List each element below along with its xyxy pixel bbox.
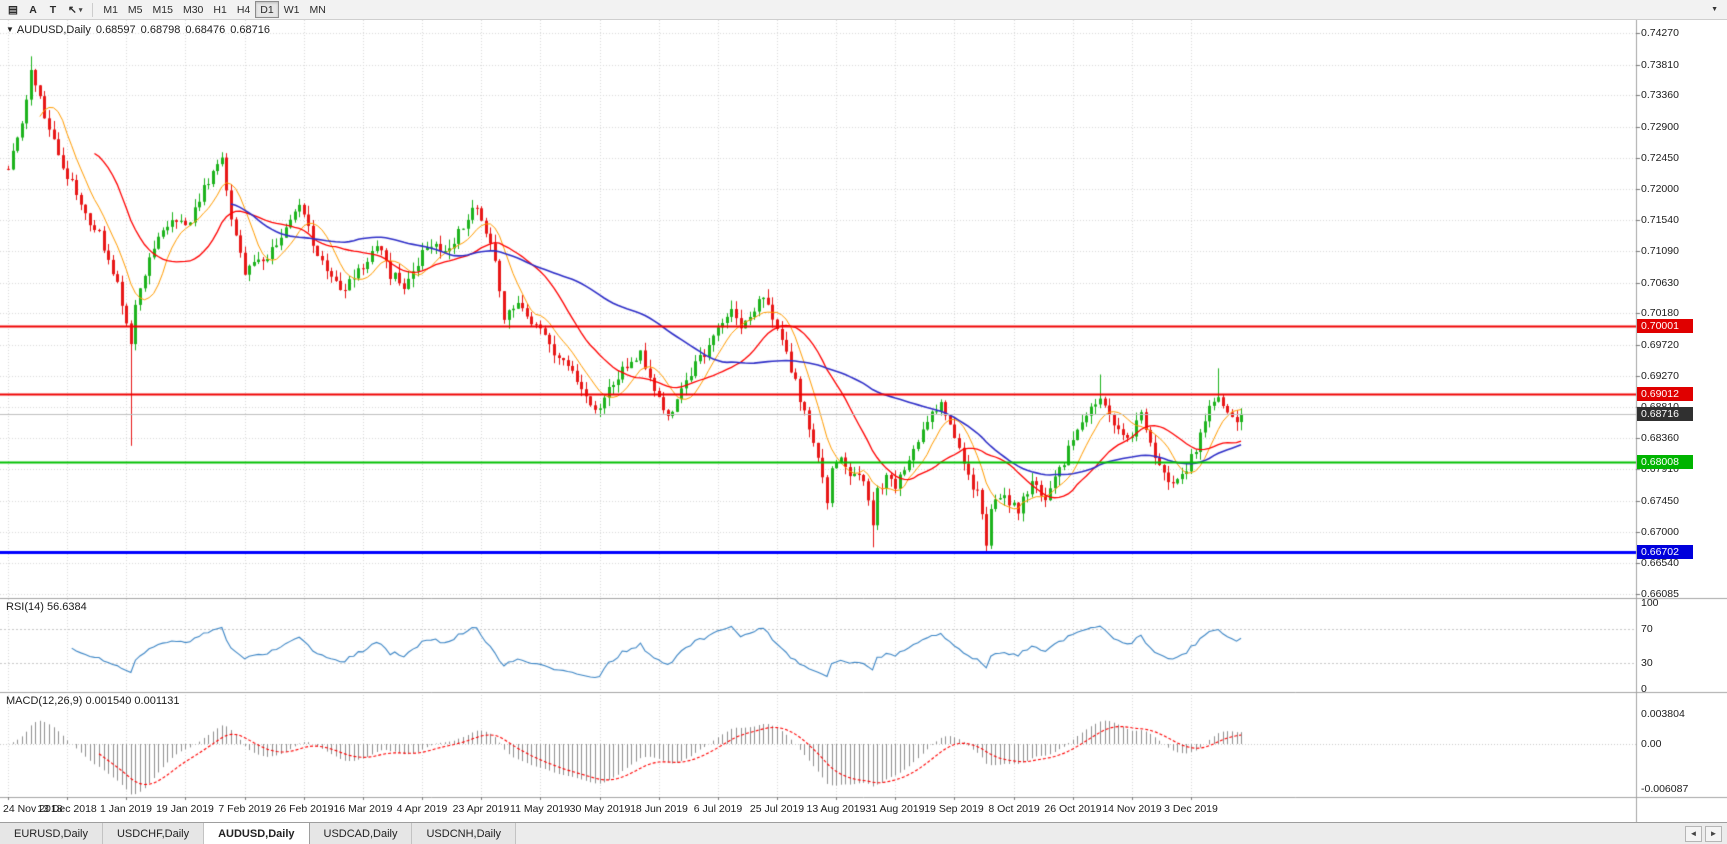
date-axis-label: 26 Feb 2019 <box>274 803 334 815</box>
price-axis-label: 0.66085 <box>1641 588 1679 600</box>
support-line-tag: 0.68008 <box>1637 455 1693 469</box>
chart-tab-audusd[interactable]: AUDUSD,Daily <box>204 823 310 844</box>
macd-axis-label: -0.006087 <box>1641 783 1689 795</box>
timeframe-mn-button[interactable]: MN <box>309 3 326 16</box>
price-chart-canvas[interactable] <box>0 20 1727 822</box>
chart-tab-usdcnh[interactable]: USDCNH,Daily <box>412 823 517 844</box>
date-axis-label: 30 May 2019 <box>569 803 631 815</box>
chart-tab-eurusd[interactable]: EURUSD,Daily <box>0 823 103 844</box>
chart-tab-usdchf[interactable]: USDCHF,Daily <box>102 823 205 844</box>
tab-scroll-right-button[interactable]: ► <box>1705 825 1722 842</box>
rsi-axis-label: 0 <box>1641 683 1647 695</box>
price-axis-label: 0.68360 <box>1641 432 1679 444</box>
date-axis-label: 13 Dec 2018 <box>37 803 97 815</box>
toolbar-separator <box>92 2 94 17</box>
resistance-line-tag-2: 0.69012 <box>1637 387 1693 401</box>
rsi-axis-label: 100 <box>1641 597 1659 609</box>
date-axis-label: 3 Dec 2019 <box>1164 803 1218 815</box>
chart-symbol-period: AUDUSD,Daily <box>16 24 91 36</box>
ohlc-close: 0.68716 <box>230 24 270 36</box>
price-axis-label: 0.67000 <box>1641 526 1679 538</box>
timeframe-d1-button[interactable]: D1 <box>255 1 279 18</box>
cursor-icon: ↖ <box>68 3 77 16</box>
date-axis-label: 13 Aug 2019 <box>806 803 866 815</box>
toolbar-overflow-button[interactable]: ▼ <box>1711 6 1718 13</box>
price-axis-label: 0.70180 <box>1641 307 1679 319</box>
price-axis-label: 0.74270 <box>1641 27 1679 39</box>
price-axis-label: 0.72450 <box>1641 152 1679 164</box>
timeframe-m15-button[interactable]: M15 <box>152 3 173 16</box>
macd-axis-label: 0.003804 <box>1641 708 1685 720</box>
price-axis-label: 0.69720 <box>1641 339 1679 351</box>
rsi-indicator-label: RSI(14) 56.6384 <box>6 601 87 613</box>
date-axis-label: 8 Oct 2019 <box>988 803 1040 815</box>
letter-t-icon: T <box>49 3 57 16</box>
date-axis-label: 18 Jun 2019 <box>630 803 688 815</box>
charts-list-icon: ▤ <box>8 3 18 16</box>
chart-tabs: EURUSD,Daily USDCHF,Daily AUDUSD,Daily USDC… <box>0 823 517 844</box>
date-axis-label: 16 Mar 2019 <box>333 803 393 815</box>
resistance-line-tag-1: 0.70001 <box>1637 319 1693 333</box>
letter-a-icon: A <box>29 3 37 16</box>
timeframe-m5-button[interactable]: M5 <box>127 3 143 16</box>
chart-overlays: ▼ AUDUSD,Daily 0.68597 0.68798 0.68476 0.6871… <box>0 20 1727 822</box>
ohlc-high: 0.68798 <box>140 24 181 36</box>
timeframe-h4-button[interactable]: H4 <box>236 3 251 16</box>
cursor-tool-button[interactable]: ↖ ▾ <box>63 1 87 18</box>
price-axis-label: 0.71540 <box>1641 214 1679 226</box>
dropdown-caret-icon: ▾ <box>78 6 83 14</box>
charts-list-button[interactable]: ▤ <box>3 1 23 18</box>
price-axis-label: 0.70630 <box>1641 277 1679 289</box>
key-low-line-tag: 0.66702 <box>1637 545 1693 559</box>
ohlc-low: 0.68476 <box>185 24 226 36</box>
text-annotation-button[interactable]: A <box>23 1 43 18</box>
chart-window: ▼ AUDUSD,Daily 0.68597 0.68798 0.68476 0.6871… <box>0 20 1727 822</box>
date-axis-label: 11 May 2019 <box>510 803 570 815</box>
price-axis-label: 0.71090 <box>1641 245 1679 257</box>
chart-tabs-bar: EURUSD,Daily USDCHF,Daily AUDUSD,Daily USDC… <box>0 822 1727 844</box>
tab-scroll-group: ◄ ► <box>1685 823 1727 844</box>
timeframe-m1-button[interactable]: M1 <box>103 3 118 16</box>
date-axis-label: 19 Sep 2019 <box>924 803 984 815</box>
ohlc-open: 0.68597 <box>95 24 136 36</box>
date-axis-label: 6 Jul 2019 <box>693 803 743 815</box>
price-axis-label: 0.73360 <box>1641 89 1679 101</box>
price-axis-label: 0.72000 <box>1641 183 1679 195</box>
date-axis-label: 25 Jul 2019 <box>749 803 805 815</box>
date-axis-label: 4 Apr 2019 <box>396 803 448 815</box>
macd-axis-label: 0.00 <box>1641 738 1662 750</box>
rsi-axis-label: 70 <box>1641 623 1653 635</box>
text-label-button[interactable]: T <box>43 1 63 18</box>
top-toolbar: ▤ A T ↖ ▾ M1 M5 M15 M30 H1 H4 D1 W1 MN ▼ <box>0 0 1727 20</box>
price-axis-label: 0.72900 <box>1641 121 1679 133</box>
rsi-axis-label: 30 <box>1641 657 1653 669</box>
chart-title: ▼ AUDUSD,Daily 0.68597 0.68798 0.68476 0.6871… <box>6 24 270 36</box>
chart-tab-usdcad[interactable]: USDCAD,Daily <box>309 823 413 844</box>
timeframe-w1-button[interactable]: W1 <box>283 3 300 16</box>
line-tools-group: ▤ A T ↖ ▾ <box>3 1 87 18</box>
date-axis-label: 14 Nov 2019 <box>1102 803 1162 815</box>
price-axis-label: 0.73810 <box>1641 59 1679 71</box>
date-axis-label: 24 Nov 2018 <box>3 803 63 815</box>
timeframe-m30-button[interactable]: M30 <box>182 3 204 16</box>
date-axis-label: 1 Jan 2019 <box>100 803 152 815</box>
date-axis-label: 26 Oct 2019 <box>1044 803 1102 815</box>
tab-scroll-left-button[interactable]: ◄ <box>1685 825 1702 842</box>
current-price-tag: 0.68716 <box>1637 407 1693 421</box>
date-axis-label: 23 Apr 2019 <box>452 803 510 815</box>
timeframes-group: M1 M5 M15 M30 H1 H4 D1 W1 MN <box>98 1 330 18</box>
date-axis-label: 19 Jan 2019 <box>156 803 214 815</box>
macd-indicator-label: MACD(12,26,9) 0.001540 0.001131 <box>6 695 180 707</box>
price-axis-label: 0.66540 <box>1641 557 1679 569</box>
date-axis-label: 31 Aug 2019 <box>865 803 925 815</box>
date-axis-label: 7 Feb 2019 <box>218 803 272 815</box>
timeframe-h1-button[interactable]: H1 <box>213 3 227 16</box>
price-axis-label: 0.69270 <box>1641 370 1679 382</box>
symbol-dropdown-icon[interactable]: ▼ <box>6 25 14 34</box>
price-axis-label: 0.67450 <box>1641 495 1679 507</box>
